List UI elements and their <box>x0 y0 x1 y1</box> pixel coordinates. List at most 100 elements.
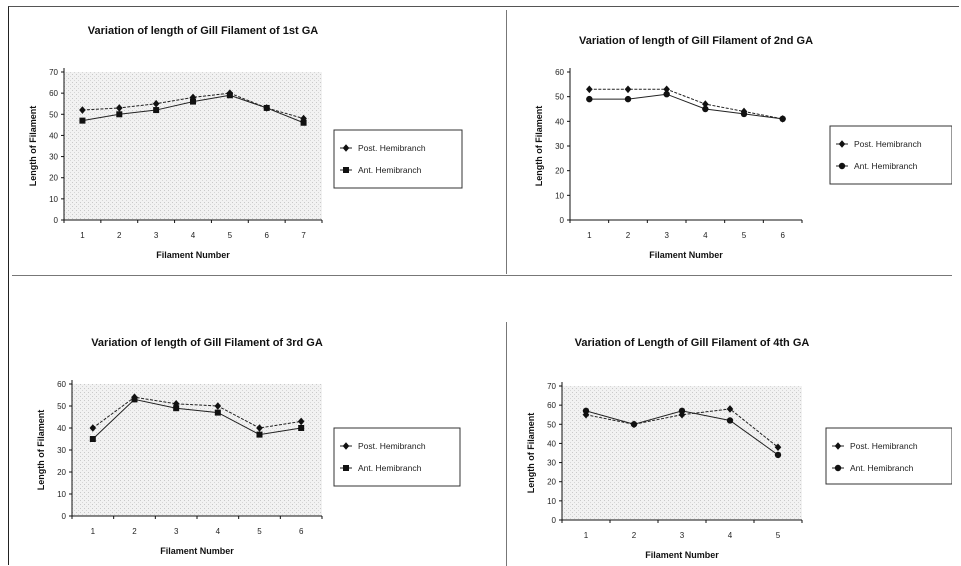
data-point <box>663 85 670 94</box>
data-point <box>263 104 270 111</box>
legend-label: Post. Hemibranch <box>854 139 922 149</box>
data-point <box>678 407 686 415</box>
series-ant-hemibranch <box>89 396 305 442</box>
x-tick-label: 3 <box>174 527 179 536</box>
legend-label: Ant. Hemibranch <box>358 165 422 175</box>
data-point <box>89 436 96 442</box>
x-axis-label: Filament Number <box>156 250 230 260</box>
data-point <box>79 106 86 114</box>
legend-label: Ant. Hemibranch <box>358 463 422 473</box>
series-line <box>92 398 302 440</box>
y-tick-label: 30 <box>57 446 66 455</box>
chart-title: Variation of length of Gill Filament of … <box>91 337 323 349</box>
data-point <box>115 104 123 112</box>
chart-2nd-ga: Variation of length of Gill Filament of … <box>534 35 952 260</box>
x-tick-label: 4 <box>728 531 733 540</box>
data-point <box>116 111 123 118</box>
series-post-hemibranch <box>586 85 786 123</box>
data-point <box>702 100 709 108</box>
data-point <box>214 409 221 416</box>
legend-marker <box>838 162 846 170</box>
x-tick-label: 4 <box>216 527 221 536</box>
chart-panel-4th-ga: Variation of Length of Gill Filament of … <box>512 324 952 566</box>
legend-marker <box>834 464 842 472</box>
y-tick-label: 40 <box>49 131 58 140</box>
chart-4th-ga: Variation of Length of Gill Filament of … <box>526 337 952 560</box>
legend-label: Ant. Hemibranch <box>850 463 914 473</box>
x-tick-label: 5 <box>776 531 781 540</box>
data-point <box>131 396 138 403</box>
data-point <box>173 405 180 412</box>
data-point <box>153 107 160 114</box>
y-tick-label: 60 <box>547 401 556 410</box>
x-tick-label: 4 <box>191 231 196 240</box>
x-tick-label: 6 <box>780 231 785 240</box>
legend: Post. Hemibranch Ant. Hemibranch <box>825 427 952 485</box>
legend-label: Ant. Hemibranch <box>854 161 918 171</box>
series-ant-hemibranch <box>79 92 307 126</box>
chart-title: Variation of Length of Gill Filament of … <box>575 337 810 349</box>
y-tick-label: 10 <box>49 195 58 204</box>
data-point <box>586 95 593 103</box>
y-axis-label: Length of Filament <box>36 410 46 491</box>
y-tick-label: 70 <box>49 68 58 77</box>
x-tick-label: 5 <box>742 231 747 240</box>
data-point <box>190 98 196 105</box>
x-tick-label: 3 <box>154 231 159 240</box>
legend: Post. Hemibranch Ant. Hemibranch <box>829 125 952 185</box>
legend-label: Post. Hemibranch <box>358 143 426 153</box>
y-tick-label: 30 <box>547 459 556 468</box>
y-tick-label: 10 <box>555 191 564 200</box>
y-tick-label: 50 <box>547 420 556 429</box>
legend-marker <box>342 144 350 152</box>
chart-panel-3rd-ga: Variation of length of Gill Filament of … <box>12 324 482 566</box>
legend: Post. Hemibranch Ant. Hemibranch <box>333 129 463 189</box>
y-tick-label: 30 <box>555 142 564 151</box>
x-axis-label: Filament Number <box>645 550 719 560</box>
y-tick-label: 0 <box>54 216 59 225</box>
x-tick-label: 1 <box>584 531 589 540</box>
data-point <box>300 119 307 126</box>
legend-marker <box>343 465 349 471</box>
legend-label: Post. Hemibranch <box>850 441 918 451</box>
data-point <box>624 85 632 94</box>
horizontal-divider <box>12 275 952 276</box>
data-point <box>89 424 97 432</box>
y-tick-label: 40 <box>555 117 564 126</box>
data-point <box>740 110 748 118</box>
y-tick-label: 20 <box>555 167 564 176</box>
data-point <box>702 105 709 113</box>
y-axis-label: Length of Filament <box>28 106 38 187</box>
x-tick-label: 1 <box>91 527 96 536</box>
x-tick-label: 6 <box>299 527 304 536</box>
legend-box <box>829 125 952 185</box>
data-point <box>298 425 305 431</box>
page-frame <box>8 6 959 565</box>
legend-label: Post. Hemibranch <box>358 441 426 451</box>
data-point <box>79 117 86 124</box>
y-tick-label: 40 <box>547 439 556 448</box>
y-tick-label: 10 <box>547 497 556 506</box>
x-tick-label: 3 <box>680 531 685 540</box>
series-line <box>92 396 302 429</box>
y-tick-label: 30 <box>49 153 58 162</box>
y-tick-label: 50 <box>555 93 564 102</box>
legend-marker <box>342 442 350 450</box>
x-tick-label: 5 <box>228 231 233 240</box>
x-tick-label: 2 <box>632 531 637 540</box>
y-tick-label: 50 <box>57 402 66 411</box>
data-point <box>726 417 734 424</box>
y-tick-label: 20 <box>49 174 58 183</box>
x-tick-label: 4 <box>703 231 708 240</box>
data-point <box>152 99 160 108</box>
data-point <box>256 424 263 432</box>
data-point <box>582 407 590 415</box>
y-tick-label: 20 <box>57 468 66 477</box>
y-tick-label: 0 <box>552 516 557 525</box>
series-line <box>585 408 779 448</box>
legend: Post. Hemibranch Ant. Hemibranch <box>333 427 461 487</box>
y-tick-label: 60 <box>57 380 66 389</box>
x-axis-label: Filament Number <box>649 250 723 260</box>
vertical-divider-lower <box>506 322 507 566</box>
y-tick-label: 70 <box>547 382 556 391</box>
